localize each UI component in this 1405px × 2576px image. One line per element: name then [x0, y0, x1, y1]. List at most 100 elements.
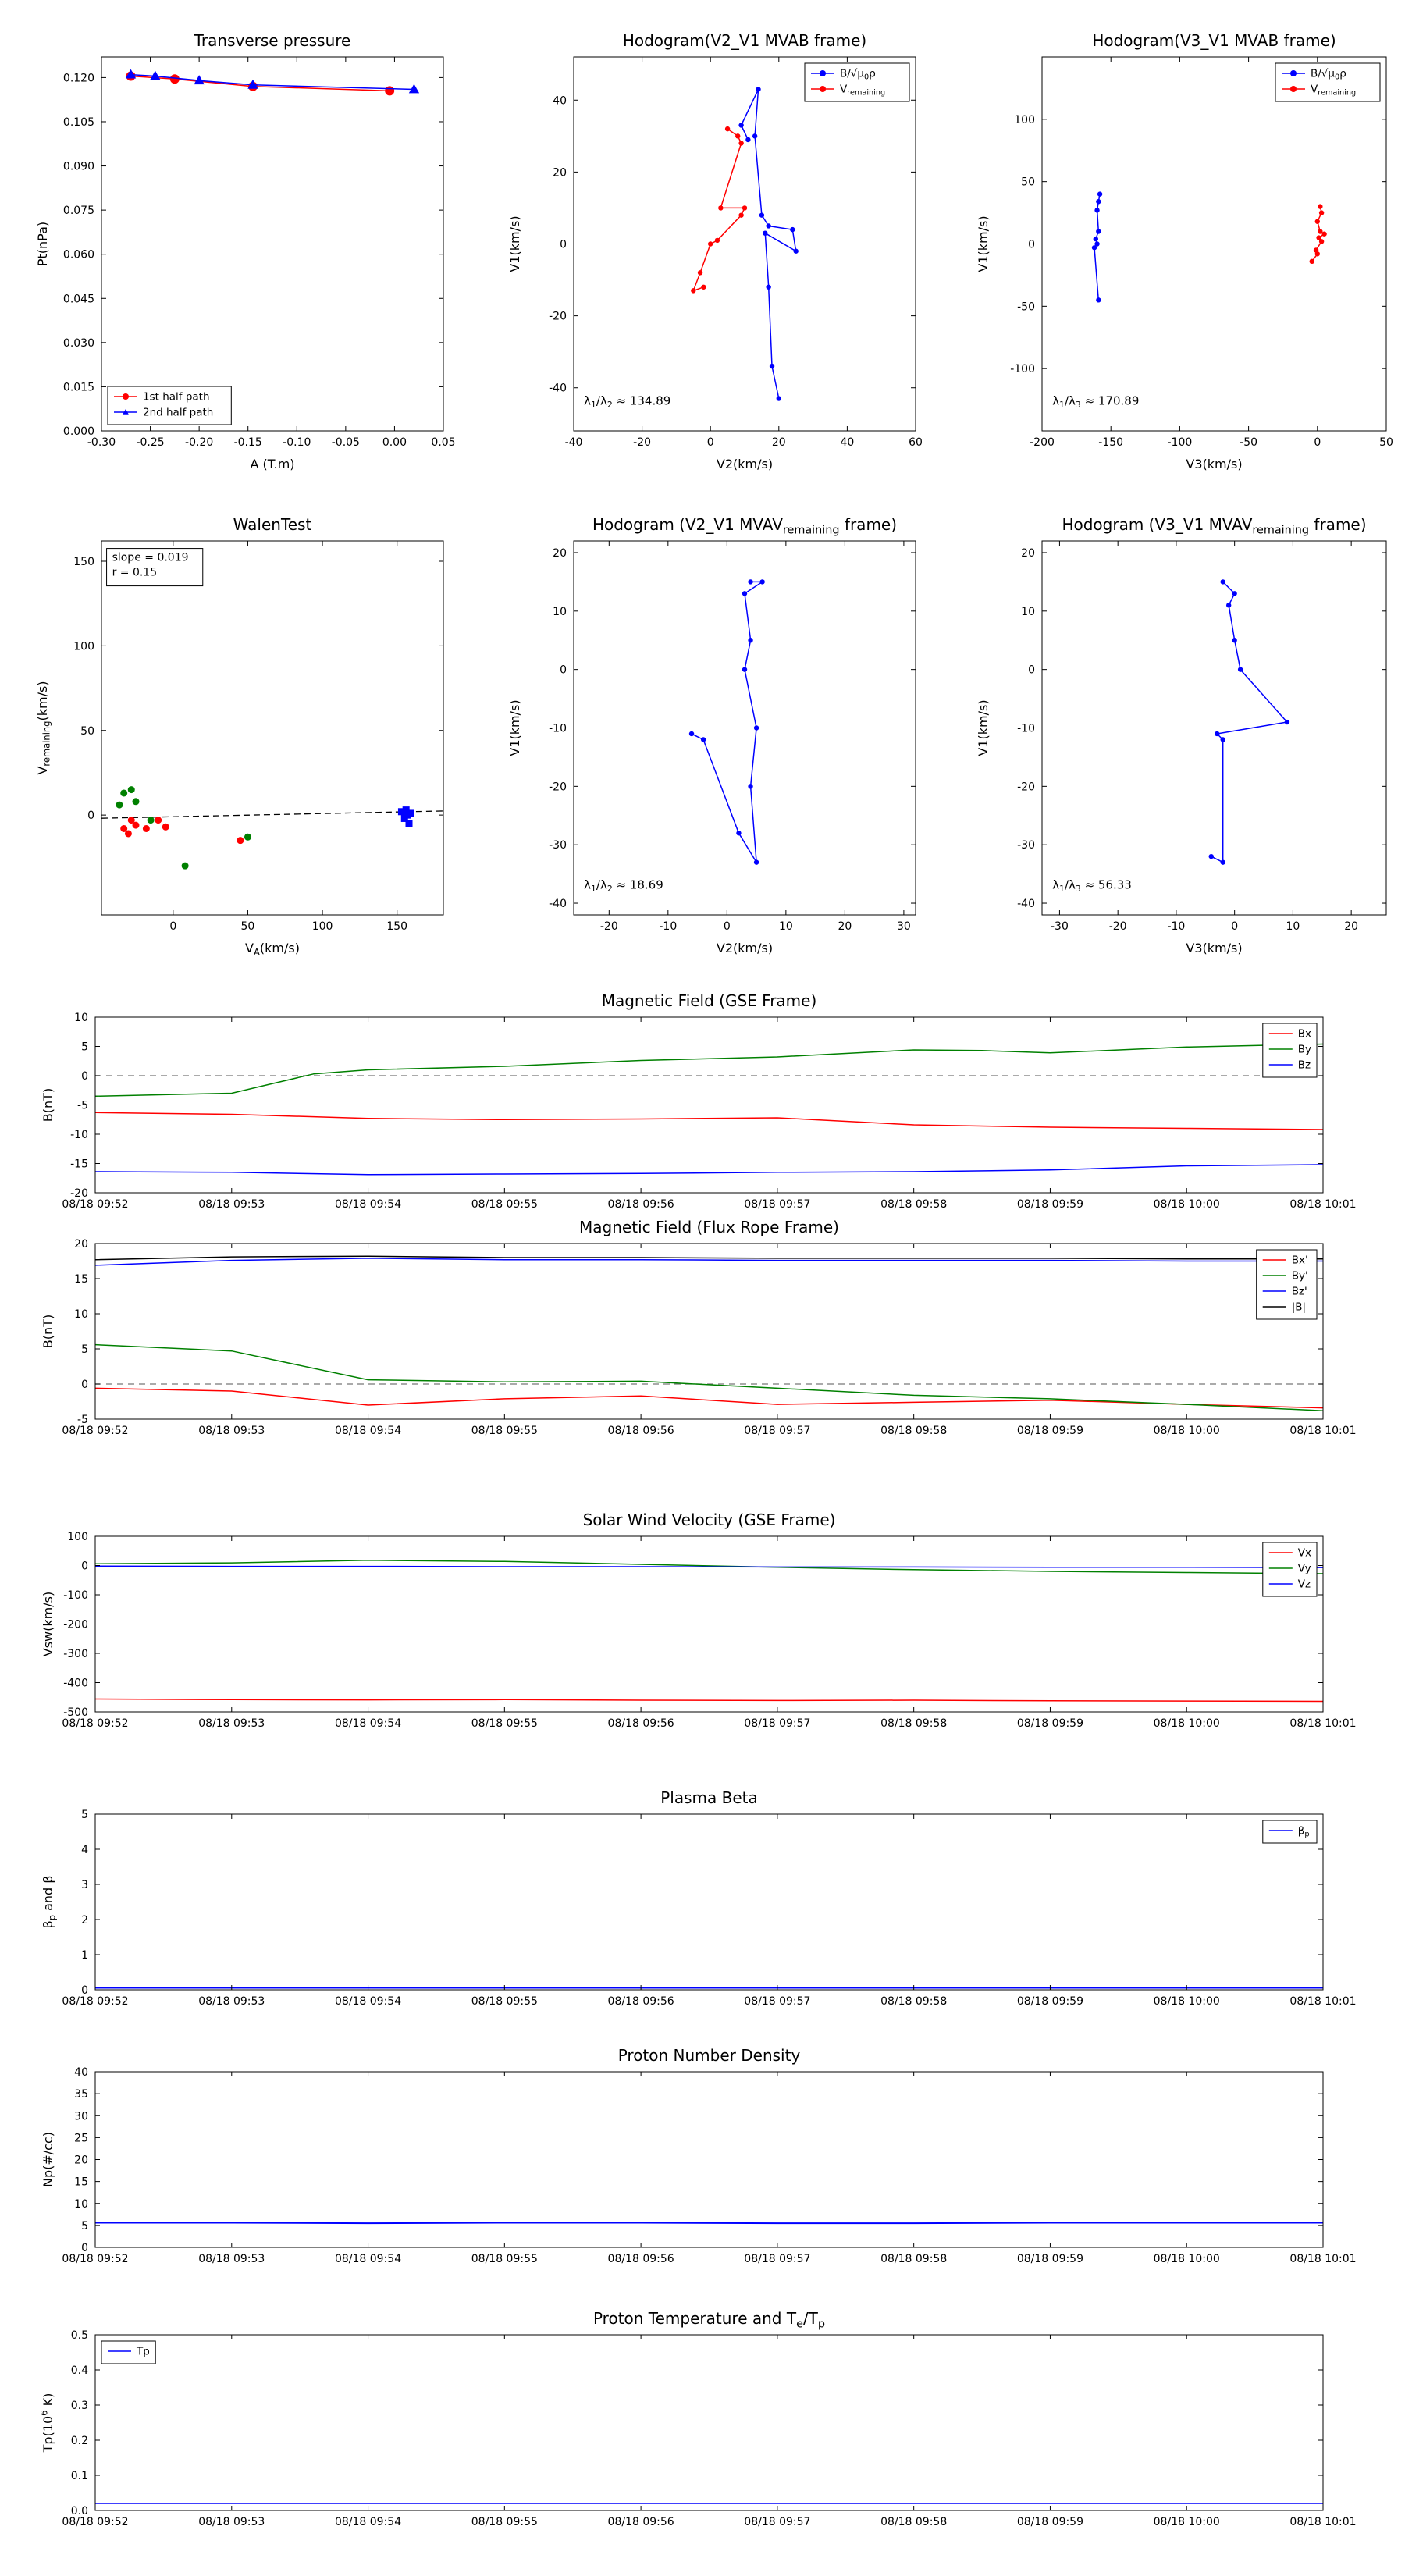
svg-text:08/18 09:54: 08/18 09:54 — [335, 2516, 401, 2528]
hodogram-v3v1-mvav-chart: -30 -20 -10 0 10 20 -40 -30 -20 -10 0 10 20 Hodogram … — [968, 503, 1396, 968]
svg-text:|B|: |B| — [1292, 1301, 1306, 1314]
svg-text:10: 10 — [1021, 606, 1035, 618]
svg-text:08/18 09:57: 08/18 09:57 — [744, 1198, 810, 1211]
svg-text:Pt(nPa): Pt(nPa) — [35, 222, 50, 266]
svg-text:08/18 10:00: 08/18 10:00 — [1154, 1717, 1220, 1730]
svg-text:Vremaining: Vremaining — [1311, 84, 1356, 98]
svg-text:08/18 09:59: 08/18 09:59 — [1017, 1995, 1083, 2008]
svg-text:-30: -30 — [1051, 920, 1069, 933]
svg-text:0.0: 0.0 — [71, 2505, 88, 2517]
svg-text:Vz: Vz — [1298, 1578, 1311, 1591]
svg-text:-200: -200 — [1030, 436, 1055, 449]
svg-text:10: 10 — [74, 1308, 88, 1321]
svg-text:15: 15 — [74, 2176, 88, 2189]
svg-text:λ1/λ2 ≈ 134.89: λ1/λ2 ≈ 134.89 — [584, 393, 670, 409]
svg-text:08/18 09:56: 08/18 09:56 — [608, 2516, 674, 2528]
svg-text:Bx: Bx — [1298, 1028, 1311, 1041]
svg-text:By: By — [1298, 1044, 1311, 1056]
svg-text:Hodogram(V2_V1 MVAB frame): Hodogram(V2_V1 MVAB frame) — [623, 31, 866, 50]
svg-text:150: 150 — [386, 920, 407, 933]
svg-text:08/18 09:55: 08/18 09:55 — [471, 1198, 538, 1211]
svg-text:0.045: 0.045 — [63, 293, 94, 305]
svg-text:Vx: Vx — [1298, 1547, 1311, 1560]
svg-text:Bx': Bx' — [1292, 1254, 1308, 1267]
svg-text:0: 0 — [87, 809, 94, 822]
svg-text:-0.05: -0.05 — [332, 436, 360, 449]
svg-text:40: 40 — [840, 436, 854, 449]
svg-text:2: 2 — [81, 1914, 88, 1927]
svg-text:40: 40 — [553, 94, 567, 107]
svg-text:Np(#/cc): Np(#/cc) — [41, 2132, 55, 2187]
svg-text:08/18 09:54: 08/18 09:54 — [335, 1995, 401, 2008]
svg-text:Proton Temperature and Te/Tp: Proton Temperature and Te/Tp — [593, 2309, 825, 2330]
svg-text:08/18 10:00: 08/18 10:00 — [1154, 1995, 1220, 2008]
svg-text:-150: -150 — [1098, 436, 1123, 449]
hodogram-v3v1-mvab-chart: -200 -150 -100 -50 0 50 -100 -50 0 50 100 Hodogram(… — [968, 20, 1396, 484]
svg-text:08/18 09:53: 08/18 09:53 — [198, 1995, 265, 2008]
svg-text:-15: -15 — [70, 1158, 88, 1171]
proton-density-chart: 08/18 09:52 08/18 09:53 08/18 09:54 08/18 0… — [31, 2041, 1358, 2282]
hodogram-v2v1-mvav-chart: -20 -10 0 10 20 30 -40 -30 -20 -10 0 10 20 Hodogram (… — [500, 503, 925, 968]
svg-text:0.120: 0.120 — [63, 72, 94, 84]
svg-text:08/18 09:52: 08/18 09:52 — [62, 1425, 128, 1437]
svg-text:-20: -20 — [633, 436, 651, 449]
svg-text:20: 20 — [772, 436, 786, 449]
svg-text:08/18 09:52: 08/18 09:52 — [62, 1717, 128, 1730]
svg-text:Hodogram (V2_V1 MVAVremaining: Hodogram (V2_V1 MVAVremaining frame) — [592, 515, 897, 536]
svg-text:08/18 09:56: 08/18 09:56 — [608, 1425, 674, 1437]
svg-text:08/18 09:53: 08/18 09:53 — [198, 2516, 265, 2528]
svg-text:0: 0 — [81, 1984, 88, 1997]
svg-text:08/18 09:58: 08/18 09:58 — [880, 1995, 947, 2008]
svg-text:08/18 09:59: 08/18 09:59 — [1017, 2516, 1083, 2528]
svg-text:0: 0 — [1314, 436, 1321, 449]
svg-text:-20: -20 — [549, 311, 567, 323]
svg-text:50: 50 — [1021, 176, 1035, 189]
svg-text:10: 10 — [74, 2198, 88, 2211]
svg-text:50: 50 — [241, 920, 255, 933]
svg-text:-20: -20 — [70, 1187, 88, 1200]
svg-text:08/18 10:01: 08/18 10:01 — [1289, 1425, 1356, 1437]
svg-text:08/18 09:54: 08/18 09:54 — [335, 1717, 401, 1730]
svg-text:08/18 10:00: 08/18 10:00 — [1154, 2516, 1220, 2528]
svg-text:λ1/λ3 ≈ 170.89: λ1/λ3 ≈ 170.89 — [1052, 393, 1139, 409]
transverse-pressure-chart: -0.30 -0.25 -0.20 -0.15 -0.10 -0.05 0.00 0.05 0.… — [27, 20, 456, 484]
svg-text:VA(km/s): VA(km/s) — [245, 941, 300, 958]
svg-text:-100: -100 — [1010, 363, 1035, 375]
svg-text:08/18 10:01: 08/18 10:01 — [1289, 1198, 1356, 1211]
svg-text:0: 0 — [81, 1070, 88, 1083]
svg-text:40: 40 — [74, 2066, 88, 2079]
svg-text:Vsw(km/s): Vsw(km/s) — [41, 1592, 55, 1656]
svg-text:-10: -10 — [549, 723, 567, 735]
svg-text:08/18 09:55: 08/18 09:55 — [471, 2253, 538, 2265]
svg-text:08/18 09:54: 08/18 09:54 — [335, 2253, 401, 2265]
svg-text:20: 20 — [74, 1238, 88, 1251]
svg-text:-10: -10 — [70, 1129, 88, 1141]
svg-text:0.090: 0.090 — [63, 161, 94, 173]
svg-text:2nd half path: 2nd half path — [143, 407, 213, 419]
svg-text:Plasma Beta: Plasma Beta — [660, 1788, 758, 1807]
svg-text:08/18 09:53: 08/18 09:53 — [198, 1717, 265, 1730]
svg-text:-50: -50 — [1240, 436, 1257, 449]
svg-text:3: 3 — [81, 1879, 88, 1891]
svg-text:10: 10 — [779, 920, 793, 933]
svg-text:0: 0 — [560, 664, 567, 677]
svg-text:βp: βp — [1298, 1825, 1310, 1839]
svg-text:V1(km/s): V1(km/s) — [507, 215, 522, 272]
svg-text:08/18 10:01: 08/18 10:01 — [1289, 2516, 1356, 2528]
svg-text:-20: -20 — [549, 781, 567, 793]
svg-text:08/18 09:58: 08/18 09:58 — [880, 2253, 947, 2265]
svg-text:V3(km/s): V3(km/s) — [1186, 941, 1242, 955]
svg-text:-20: -20 — [1017, 781, 1035, 793]
svg-text:08/18 09:58: 08/18 09:58 — [880, 2516, 947, 2528]
svg-text:-30: -30 — [1017, 839, 1035, 852]
svg-text:0.00: 0.00 — [382, 436, 407, 449]
svg-text:0.05: 0.05 — [431, 436, 455, 449]
svg-text:V1(km/s): V1(km/s) — [976, 215, 991, 272]
svg-text:10: 10 — [1286, 920, 1300, 933]
svg-text:0: 0 — [1231, 920, 1238, 933]
svg-text:08/18 10:00: 08/18 10:00 — [1154, 2253, 1220, 2265]
walen-test-chart: 0 50 100 150 0 50 100 150 WalenTest VA(km/s) Vrema… — [27, 503, 453, 968]
svg-text:08/18 09:53: 08/18 09:53 — [198, 1198, 265, 1211]
svg-text:08/18 09:54: 08/18 09:54 — [335, 1425, 401, 1437]
